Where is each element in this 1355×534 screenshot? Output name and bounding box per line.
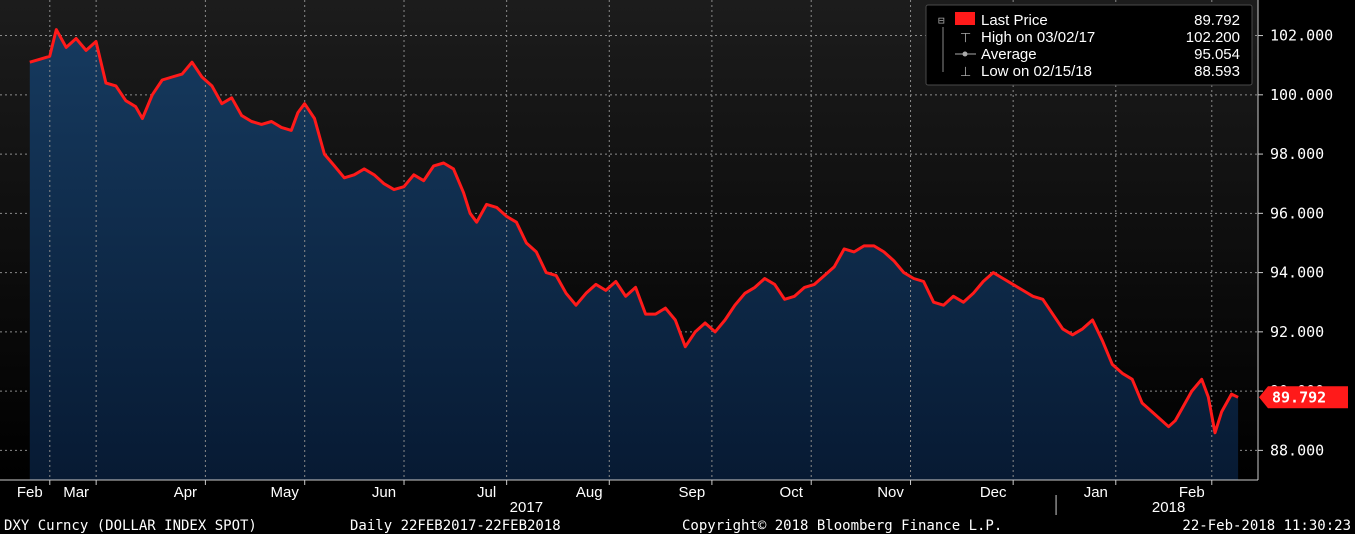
legend-high-label: High on 03/02/17: [981, 29, 1095, 46]
last-price-tag: 89.792: [1259, 386, 1348, 409]
x-tick-label: Jul: [477, 484, 496, 501]
legend-high-value: 102.200: [1186, 29, 1240, 46]
legend-collapse-icon[interactable]: ⊟: [938, 14, 945, 27]
x-tick-label: May: [271, 484, 300, 501]
x-tick-label: Mar: [63, 484, 89, 501]
y-tick-label: 98.000: [1270, 145, 1324, 163]
average-marker-icon: [955, 51, 976, 57]
last-price-tag-label: 89.792: [1272, 388, 1326, 406]
footer-range: Daily 22FEB2017-22FEB2018: [350, 518, 561, 534]
legend-box: [925, 4, 1253, 86]
year-label: 2018: [1152, 499, 1185, 516]
price-area: [29, 29, 1239, 480]
legend-last-price-label: Last Price: [981, 12, 1048, 29]
high-marker-icon: ⊤: [960, 31, 971, 46]
footer-ticker: DXY Curncy (DOLLAR INDEX SPOT): [4, 518, 257, 534]
footer-copyright: Copyright© 2018 Bloomberg Finance L.P.: [682, 518, 1002, 534]
y-tick-label: 102.000: [1270, 27, 1333, 45]
legend: ⊟ Last Price 89.792 ⊤ High on 03/02/17 1…: [925, 4, 1253, 86]
footer-timestamp: 22-Feb-2018 11:30:23: [1182, 518, 1351, 534]
x-tick-label: Nov: [877, 484, 904, 501]
legend-last-price-value: 89.792: [1194, 12, 1240, 29]
y-tick-label: 92.000: [1270, 323, 1324, 341]
legend-average-value: 95.054: [1194, 46, 1240, 63]
x-tick-label: Feb: [1179, 484, 1205, 501]
legend-low-label: Low on 02/15/18: [981, 63, 1092, 80]
legend-average-label: Average: [981, 46, 1037, 63]
last-price-swatch-icon: [955, 12, 975, 25]
x-tick-label: Oct: [780, 484, 804, 501]
legend-low-value: 88.593: [1194, 63, 1240, 80]
y-tick-label: 96.000: [1270, 204, 1324, 222]
x-tick-label: Jan: [1084, 484, 1108, 501]
x-tick-label: Sep: [679, 484, 706, 501]
x-tick-label: Aug: [576, 484, 603, 501]
y-tick-label: 94.000: [1270, 264, 1324, 282]
year-labels: 2017 2018: [510, 499, 1186, 516]
price-line: [29, 28, 1239, 435]
x-tick-label: Apr: [174, 484, 197, 501]
x-tick-label: Dec: [980, 484, 1007, 501]
y-tick-label: 88.000: [1270, 441, 1324, 459]
year-label: 2017: [510, 499, 543, 516]
footer: DXY Curncy (DOLLAR INDEX SPOT) Daily 22F…: [4, 518, 1351, 534]
low-marker-icon: ⊥: [960, 65, 971, 80]
x-tick-label: Jun: [372, 484, 396, 501]
y-tick-label: 100.000: [1270, 86, 1333, 104]
x-tick-label: Feb: [17, 484, 43, 501]
x-axis-ticks: Feb Mar Apr May Jun Jul Aug Sep Oct Nov Dec Jan Feb: [17, 480, 1213, 501]
